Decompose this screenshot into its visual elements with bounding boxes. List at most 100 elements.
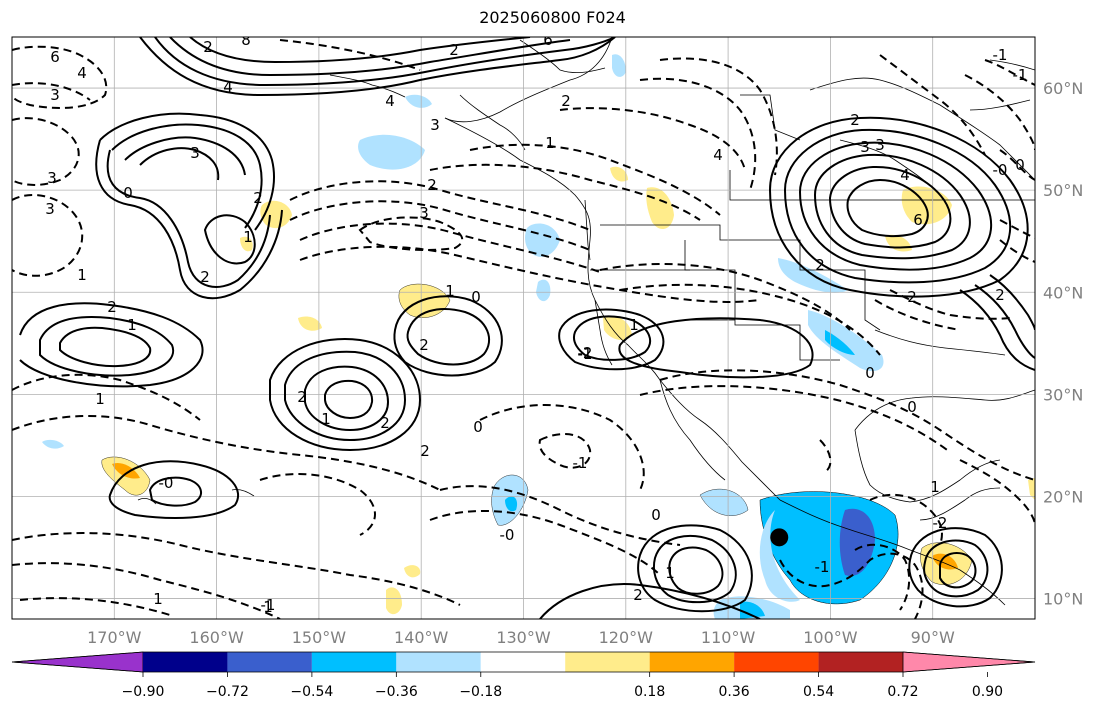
contour-label: 3 bbox=[875, 136, 885, 154]
colorbar-segment bbox=[480, 652, 566, 672]
colorbar bbox=[11, 651, 1036, 673]
contour-label: 1 bbox=[629, 316, 639, 334]
positive-contours bbox=[19, 37, 1035, 619]
lon-tick-label: 110°W bbox=[701, 628, 756, 647]
colorbar-ticks: −0.90 −0.72 −0.54 −0.36 −0.18 0.18 0.36 0.54 0.7… bbox=[122, 672, 1003, 700]
lon-tick-label: 90°W bbox=[911, 628, 955, 647]
colorbar-segment bbox=[734, 652, 819, 672]
lat-tick-label: 60°N bbox=[1043, 79, 1083, 98]
contour-label: 2 bbox=[907, 288, 917, 306]
contour-label: 2 bbox=[449, 41, 459, 59]
contour-label: 4 bbox=[900, 166, 910, 184]
colorbar-extend-low bbox=[11, 651, 144, 673]
contour-label: 0 bbox=[471, 288, 481, 306]
contour-label: 6 bbox=[50, 48, 60, 66]
contour-label: 2 bbox=[107, 298, 117, 316]
colorbar-segment bbox=[818, 652, 903, 672]
map-title: 2025060800 F024 bbox=[479, 8, 626, 27]
contour-label: 1 bbox=[545, 134, 555, 152]
contour-label: -0 bbox=[159, 474, 174, 492]
contour-label: 3 bbox=[190, 144, 200, 162]
contour-label: 1 bbox=[95, 390, 105, 408]
lon-tick-label: 160°W bbox=[189, 628, 244, 647]
contour-label: 2 bbox=[420, 442, 430, 460]
colorbar-tick-label: 0.18 bbox=[634, 684, 665, 700]
contour-label: -1 bbox=[261, 596, 276, 614]
lat-tick-label: 50°N bbox=[1043, 181, 1083, 200]
contour-label: -2 bbox=[578, 344, 593, 362]
contour-label: 2 bbox=[850, 111, 860, 129]
colorbar-tick-label: −0.36 bbox=[375, 684, 418, 700]
contour-label: 2 bbox=[203, 38, 213, 56]
contour-label: 2 bbox=[200, 268, 210, 286]
location-marker bbox=[770, 528, 789, 547]
colorbar-segment bbox=[227, 652, 312, 672]
contour-label: -1 bbox=[1013, 66, 1028, 84]
lat-tick-label: 40°N bbox=[1043, 283, 1083, 302]
contour-label: 3 bbox=[47, 169, 57, 187]
contour-label: 2 bbox=[561, 92, 571, 110]
lon-tick-label: 120°W bbox=[599, 628, 654, 647]
contour-label: 1 bbox=[243, 228, 253, 246]
colorbar-tick-label: −0.90 bbox=[122, 684, 165, 700]
contour-label: 3 bbox=[50, 86, 60, 104]
contour-label: 1 bbox=[77, 266, 87, 284]
contour-label: 2 bbox=[995, 286, 1005, 304]
colorbar-segment bbox=[143, 652, 228, 672]
contour-label: 0 bbox=[651, 506, 661, 524]
contour-label: 0 bbox=[473, 418, 483, 436]
lon-tick-label: 140°W bbox=[394, 628, 449, 647]
colorbar-tick-label: 0.90 bbox=[972, 684, 1003, 700]
latitude-ticks: 60°N 50°N 40°N 30°N 20°N 10°N bbox=[1043, 79, 1083, 609]
contour-label: -1 bbox=[993, 46, 1008, 64]
contour-label: 3 bbox=[419, 204, 429, 222]
contour-label: -2 bbox=[933, 514, 948, 532]
contour-label: -0 bbox=[993, 161, 1008, 179]
contour-label: 2 bbox=[419, 336, 429, 354]
colorbar-tick-label: 0.54 bbox=[803, 684, 834, 700]
contour-label: 1 bbox=[153, 590, 163, 608]
lat-tick-label: 30°N bbox=[1043, 385, 1083, 404]
map-frame bbox=[11, 36, 1036, 620]
anomaly-shading bbox=[42, 54, 1035, 619]
colorbar-tick-label: 0.36 bbox=[719, 684, 750, 700]
longitude-ticks: 170°W 160°W 150°W 140°W 130°W 120°W 110°W 100°W… bbox=[87, 628, 955, 647]
lat-tick-label: 20°N bbox=[1043, 487, 1083, 506]
contour-label: 6 bbox=[543, 31, 553, 49]
contour-label: 1 bbox=[263, 598, 273, 616]
contour-label: 1 bbox=[127, 316, 137, 334]
contour-label: 2 bbox=[427, 176, 437, 194]
colorbar-segment bbox=[311, 652, 397, 672]
contour-label: 1 bbox=[445, 282, 455, 300]
contour-label: 0 bbox=[907, 398, 917, 416]
contour-label: 2 bbox=[253, 189, 263, 207]
contour-label: 3 bbox=[45, 200, 55, 218]
colorbar-extend-high bbox=[902, 651, 1036, 673]
contour-label: -1 bbox=[815, 558, 830, 576]
negative-contours bbox=[12, 39, 1035, 619]
contour-label: 4 bbox=[223, 78, 233, 96]
contour-label: 1 bbox=[665, 564, 675, 582]
contour-label: 3 bbox=[860, 138, 870, 156]
colorbar-tick-label: −0.72 bbox=[206, 684, 249, 700]
colorbar-segment bbox=[565, 652, 650, 672]
contour-label: 1 bbox=[930, 478, 940, 496]
contour-label: 2 bbox=[380, 414, 390, 432]
colorbar-tick-label: −0.54 bbox=[290, 684, 333, 700]
contour-label: 4 bbox=[77, 64, 87, 82]
contour-label: 3 bbox=[430, 116, 440, 134]
contour-label: -1 bbox=[578, 345, 593, 363]
colorbar-segment bbox=[649, 652, 735, 672]
contour-label: 0 bbox=[1015, 156, 1025, 174]
contour-label: 2 bbox=[633, 586, 643, 604]
colorbar-tick-label: 0.72 bbox=[887, 684, 918, 700]
contour-label: 0 bbox=[123, 184, 133, 202]
lon-tick-label: 130°W bbox=[496, 628, 551, 647]
contour-label: 1 bbox=[321, 410, 331, 428]
colorbar-tick-label: −0.18 bbox=[459, 684, 502, 700]
contour-label: 6 bbox=[913, 211, 923, 229]
contour-label: 4 bbox=[713, 146, 723, 164]
colorbar-segment bbox=[396, 652, 481, 672]
